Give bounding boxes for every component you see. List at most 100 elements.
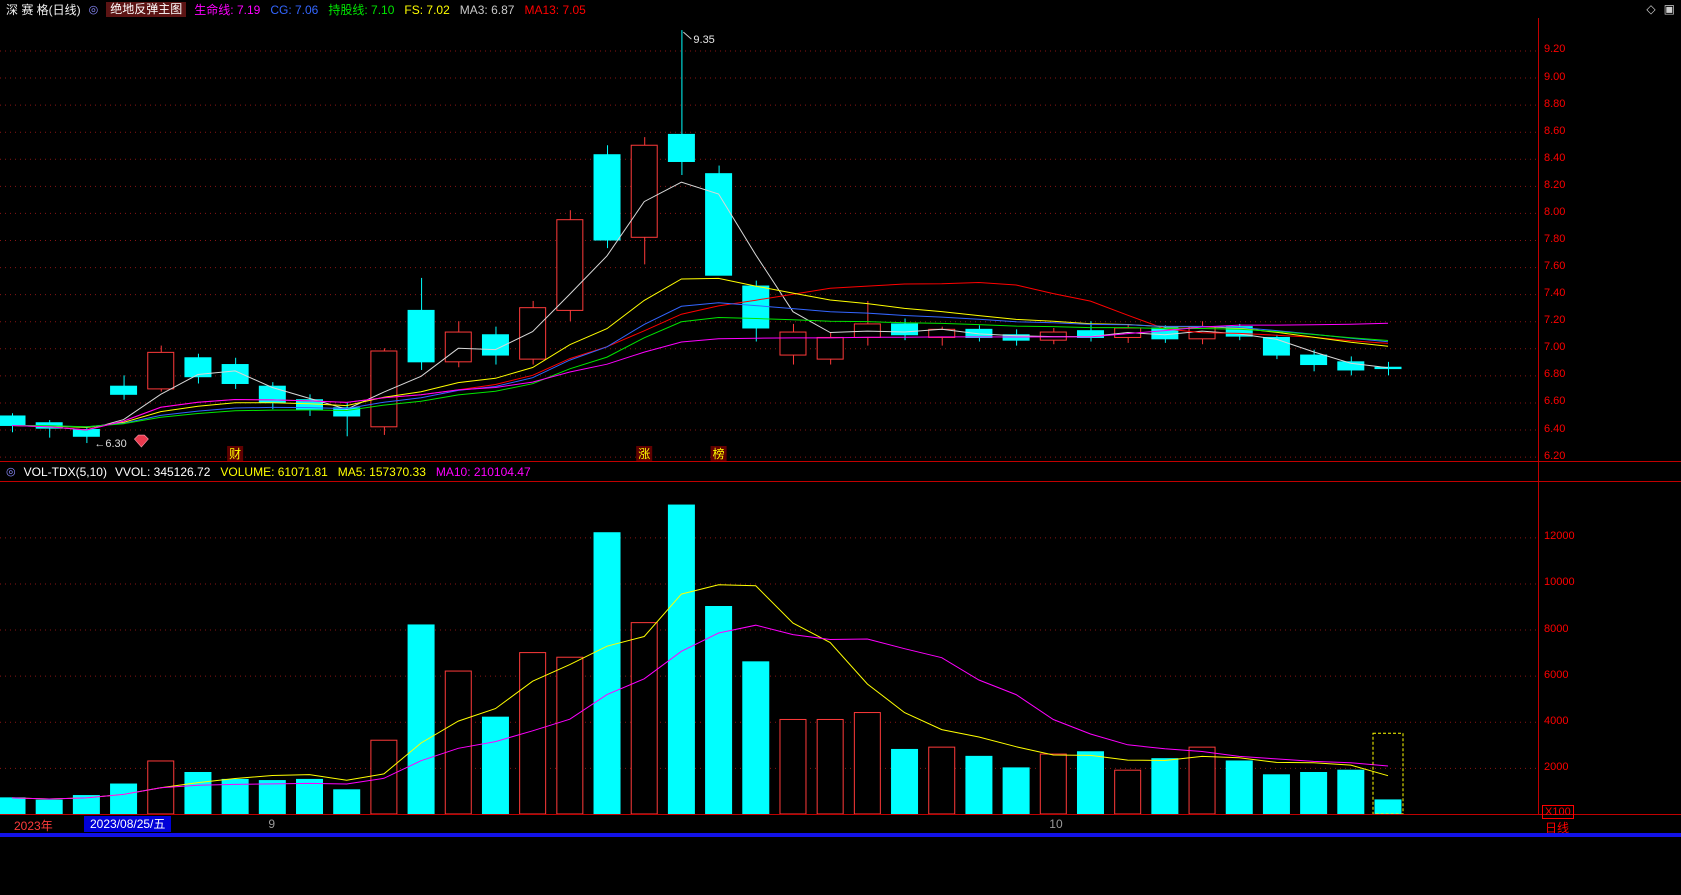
volume-bar[interactable] (1374, 799, 1402, 814)
candle[interactable] (1225, 326, 1253, 337)
volume-tick-label: 4000 (1544, 714, 1569, 727)
volume-bar[interactable] (1076, 751, 1104, 814)
candle[interactable] (667, 133, 695, 162)
candle[interactable] (705, 173, 733, 276)
ma-line-FS (11, 277, 1389, 429)
svg-text:榜: 榜 (713, 446, 725, 461)
candle[interactable] (891, 323, 919, 336)
candle[interactable] (779, 331, 807, 356)
volume-bar[interactable] (221, 778, 249, 814)
volume-bar[interactable] (258, 780, 286, 814)
year-label: 2023年 (14, 819, 53, 833)
high-price-annotation: 9.35 (693, 34, 714, 46)
volume-bar[interactable] (965, 755, 993, 814)
volume-bar[interactable] (1114, 769, 1142, 814)
event-marker[interactable]: 涨 (636, 446, 653, 461)
volume-bar[interactable] (35, 799, 63, 814)
svg-text:涨: 涨 (638, 446, 650, 461)
volume-bar[interactable] (0, 797, 26, 814)
volume-pane[interactable] (0, 482, 1538, 814)
volume-bar[interactable] (779, 718, 807, 814)
stock-name[interactable]: 深 赛 格(日线) (6, 2, 81, 17)
volume-value-VVOL: VVOL: 345126.72 (114, 464, 211, 479)
candle[interactable] (0, 415, 26, 426)
volume-bar[interactable] (667, 504, 695, 814)
volume-bar[interactable] (444, 670, 472, 814)
low-price-annotation: ←6.30 (94, 438, 126, 450)
volume-bars[interactable] (0, 504, 1402, 815)
indicator-eye-icon[interactable]: ◎ (88, 3, 99, 16)
price-tick-label: 7.60 (1544, 260, 1566, 273)
candle[interactable] (221, 364, 249, 384)
timeline-scrollbar[interactable] (0, 833, 1681, 837)
volume-value-MA10: MA10: 210104.47 (435, 464, 531, 479)
volume-bar[interactable] (556, 656, 584, 814)
first-date-label[interactable]: 2023/08/25/五 (84, 816, 172, 832)
volume-bar[interactable] (1225, 760, 1253, 814)
candlestick-chart[interactable]: 财 涨 榜 9.35 ←6.30 (0, 18, 1538, 462)
candle[interactable] (1076, 330, 1104, 338)
volume-tick-label: 12000 (1544, 530, 1575, 543)
candle[interactable] (519, 307, 547, 360)
volume-bar[interactable] (1300, 772, 1328, 815)
volume-bar[interactable] (630, 622, 658, 814)
month-label[interactable]: 10 (1049, 817, 1063, 831)
candle[interactable] (444, 331, 472, 363)
candle[interactable] (147, 351, 175, 390)
indicator-badge[interactable]: 绝地反弹主图 (106, 1, 187, 17)
period-label[interactable]: 日线 (1545, 821, 1570, 835)
candle[interactable] (1262, 336, 1290, 356)
indicator-value-MA3: MA3: 6.87 (459, 2, 515, 17)
volume-bar[interactable] (296, 778, 324, 814)
volume-bar[interactable] (407, 624, 435, 814)
restore-window-icon[interactable]: ▣ (1663, 2, 1675, 16)
event-marker[interactable]: 财 (227, 446, 244, 461)
month-label[interactable]: 9 (268, 817, 275, 831)
window-controls: ◇ ▣ (1646, 2, 1675, 16)
volume-bar[interactable] (891, 748, 919, 814)
indicator-value-持股线: 持股线: 7.10 (328, 2, 395, 17)
volume-bar[interactable] (742, 661, 770, 814)
volume-indicator-name[interactable]: VOL-TDX(5,10) (23, 464, 107, 479)
candle[interactable] (816, 336, 844, 360)
candle[interactable] (481, 334, 509, 356)
event-marker[interactable]: 榜 (710, 446, 727, 461)
volume-bar[interactable] (1151, 758, 1179, 814)
candle[interactable] (110, 385, 138, 395)
candle[interactable] (593, 154, 621, 241)
volume-bar[interactable] (1039, 753, 1067, 814)
volume-bar[interactable] (853, 712, 881, 814)
volume-bar[interactable] (333, 789, 361, 814)
candle[interactable] (72, 429, 100, 437)
candlestick-pane[interactable]: 财 涨 榜 9.35 ←6.30 (0, 18, 1538, 462)
candle[interactable] (333, 407, 361, 417)
svg-text:财: 财 (229, 447, 241, 461)
candle[interactable] (184, 357, 212, 378)
candles[interactable] (0, 30, 1402, 444)
volume-chart[interactable] (0, 482, 1538, 814)
candle[interactable] (556, 219, 584, 311)
volume-bar[interactable] (816, 718, 844, 814)
diamond-icon[interactable]: ◇ (1646, 2, 1656, 16)
candle[interactable] (370, 350, 398, 428)
volume-bar[interactable] (1262, 774, 1290, 814)
volume-bar[interactable] (1337, 769, 1365, 814)
candle[interactable] (630, 144, 658, 238)
volume-bar[interactable] (184, 772, 212, 815)
volume-bar[interactable] (1188, 746, 1216, 814)
volume-bar[interactable] (928, 746, 956, 814)
volume-bar[interactable] (1002, 767, 1030, 814)
volume-bar[interactable] (370, 739, 398, 814)
volume-header: ◎ VOL-TDX(5,10) VVOL: 345126.72 VOLUME: 6… (0, 461, 1681, 482)
volume-bar[interactable] (481, 716, 509, 814)
volume-bar[interactable] (705, 606, 733, 815)
indicator-eye-icon[interactable]: ◎ (6, 466, 16, 478)
ma-line-MA3 (11, 181, 1389, 431)
candle[interactable] (1300, 354, 1328, 366)
candle[interactable] (1337, 361, 1365, 371)
candle[interactable] (407, 309, 435, 363)
volume-bar[interactable] (110, 783, 138, 814)
candle[interactable] (742, 285, 770, 329)
volume-bar[interactable] (593, 532, 621, 814)
